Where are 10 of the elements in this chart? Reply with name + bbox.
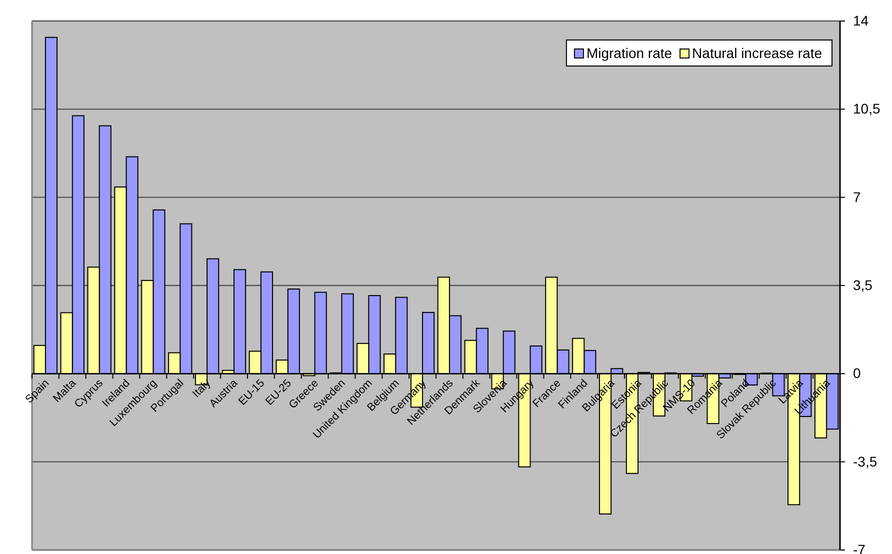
legend-label: Natural increase rate — [692, 45, 822, 61]
y-tick-label: 0 — [853, 365, 861, 382]
y-tick-label: 14 — [853, 12, 869, 28]
y-tick-label: 3,5 — [853, 276, 873, 293]
legend-label: Migration rate — [586, 45, 672, 61]
y-tick-label: -3,5 — [853, 453, 878, 470]
y-tick-label: 10,5 — [853, 100, 880, 117]
x-tick-label: Italy — [190, 376, 214, 400]
y-tick-label: 7 — [853, 188, 861, 205]
y-tick-label: -7 — [853, 541, 866, 554]
